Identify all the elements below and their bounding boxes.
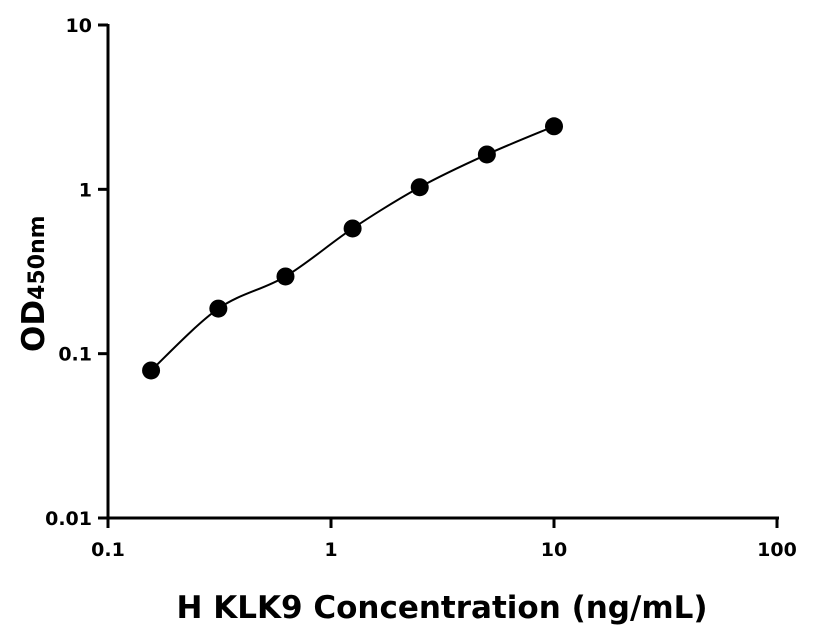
data-points: [142, 117, 563, 380]
data-point: [276, 267, 295, 286]
fit-curve: [150, 125, 555, 372]
x-tick-label: 1: [324, 539, 337, 561]
y-tick-label: 1: [79, 179, 92, 201]
x-tick-label: 100: [757, 539, 797, 561]
y-tick-label: 0.1: [58, 344, 92, 366]
x-tick-label: 0.1: [91, 539, 125, 561]
data-point: [343, 219, 362, 238]
data-point: [545, 117, 563, 136]
y-axis-label: OD450nm: [16, 215, 52, 352]
y-axis-label-main: OD: [16, 300, 52, 352]
y-tick-label: 0.01: [45, 508, 92, 530]
y-axis-label-sub: 450nm: [25, 215, 50, 300]
data-point: [410, 178, 429, 197]
axes: 0.1 1 10 100 0.01 0.1 1 10: [45, 15, 797, 561]
data-point: [209, 299, 228, 318]
x-axis-label: H KLK9 Concentration (ng/mL): [176, 590, 707, 626]
data-point: [477, 145, 496, 164]
data-point: [142, 361, 161, 380]
x-tick-label: 10: [541, 539, 567, 561]
y-tick-label: 10: [66, 15, 92, 37]
